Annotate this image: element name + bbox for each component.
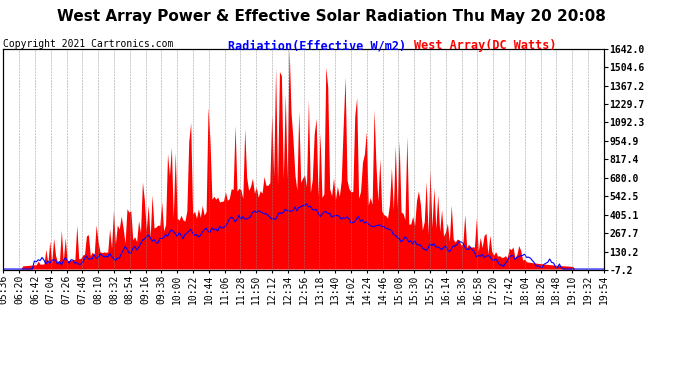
- Text: West Array(DC Watts): West Array(DC Watts): [414, 39, 557, 53]
- Text: Radiation(Effective W/m2): Radiation(Effective W/m2): [228, 39, 406, 53]
- Text: West Array Power & Effective Solar Radiation Thu May 20 20:08: West Array Power & Effective Solar Radia…: [57, 9, 606, 24]
- Text: Copyright 2021 Cartronics.com: Copyright 2021 Cartronics.com: [3, 39, 174, 50]
